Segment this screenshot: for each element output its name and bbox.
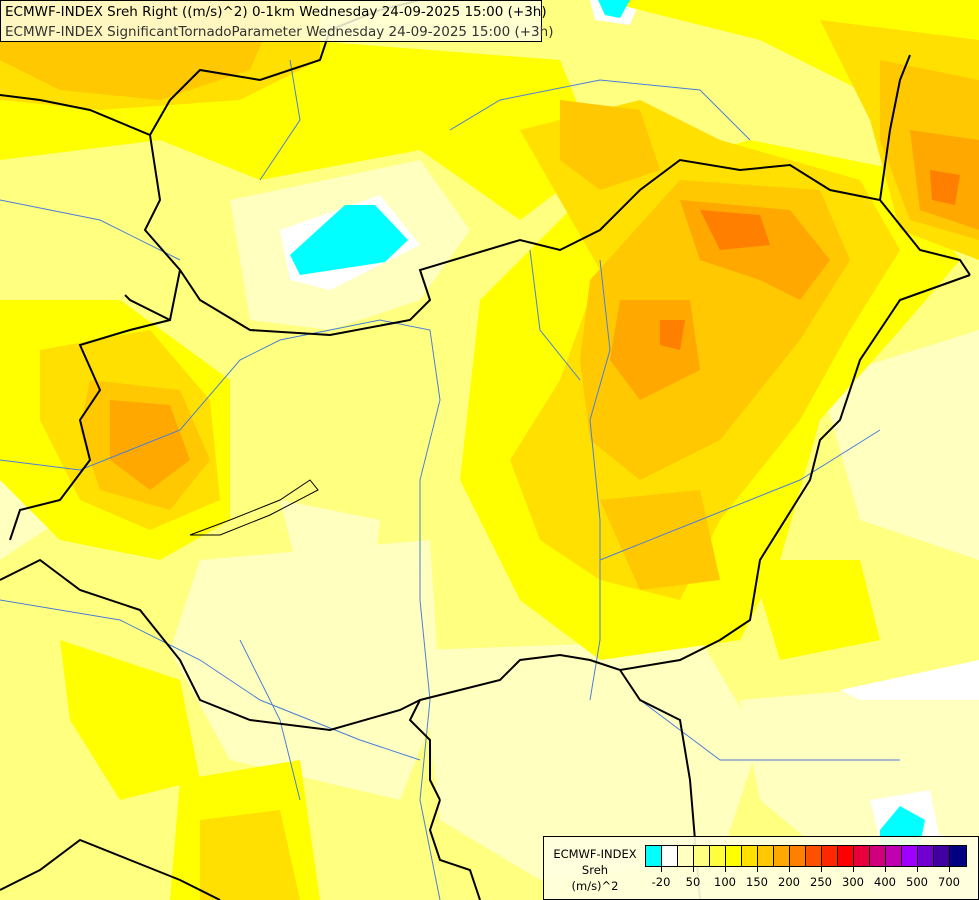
legend-swatch — [710, 846, 726, 866]
legend-tick — [821, 866, 822, 872]
legend-tick — [725, 866, 726, 872]
legend-swatch — [950, 846, 966, 866]
legend-tick-label: 100 — [714, 875, 736, 889]
legend-tick — [693, 866, 694, 872]
legend-tick-label: 200 — [778, 875, 800, 889]
map-title-box: ECMWF-INDEX Sreh Right ((m/s)^2) 0-1km W… — [0, 0, 554, 42]
legend-swatch — [758, 846, 774, 866]
legend-model: ECMWF-INDEX — [553, 847, 637, 861]
legend-swatch — [742, 846, 758, 866]
legend-tick — [789, 866, 790, 872]
legend-swatch — [662, 846, 678, 866]
legend-swatch — [790, 846, 806, 866]
legend-tick-label: 700 — [938, 875, 960, 889]
legend-swatch — [678, 846, 694, 866]
legend-tick — [917, 866, 918, 872]
legend-tick-label: -20 — [651, 875, 671, 889]
legend-swatch — [854, 846, 870, 866]
dark-orange-regions — [660, 170, 960, 350]
legend-tick — [885, 866, 886, 872]
legend-swatch — [726, 846, 742, 866]
legend-swatch — [646, 846, 662, 866]
legend-tick-label: 500 — [906, 875, 928, 889]
legend-unit: (m/s)^2 — [571, 879, 619, 893]
legend-swatch — [694, 846, 710, 866]
lake-balaton — [189, 479, 319, 536]
legend-parameter: Sreh — [581, 863, 609, 877]
legend-tick — [661, 866, 662, 872]
legend-swatch — [870, 846, 886, 866]
legend-tick — [757, 866, 758, 872]
legend-swatch — [902, 846, 918, 866]
legend-swatches — [645, 845, 967, 867]
legend-tick-label: 300 — [842, 875, 864, 889]
legend-tick-label: 400 — [874, 875, 896, 889]
color-legend: ECMWF-INDEX Sreh (m/s)^2 -20 50 100 150 200 2… — [543, 836, 979, 900]
legend-name: ECMWF-INDEX Sreh (m/s)^2 — [544, 846, 646, 894]
legend-swatch — [822, 846, 838, 866]
legend-swatch — [886, 846, 902, 866]
legend-tick — [853, 866, 854, 872]
title-line-1: ECMWF-INDEX Sreh Right ((m/s)^2) 0-1km W… — [5, 4, 547, 20]
legend-swatch — [838, 846, 854, 866]
cold-regions — [290, 0, 925, 845]
legend-tick — [949, 866, 950, 872]
legend-swatch — [806, 846, 822, 866]
title-line-2: ECMWF-INDEX SignificantTornadoParameter … — [5, 24, 554, 40]
legend-tick-label: 150 — [746, 875, 768, 889]
legend-ticks — [645, 866, 967, 874]
legend-swatch — [918, 846, 934, 866]
legend-swatch — [774, 846, 790, 866]
rivers — [0, 59, 900, 900]
legend-tick-label: 50 — [685, 875, 701, 889]
legend-swatch — [934, 846, 950, 866]
legend-tick-label: 250 — [810, 875, 832, 889]
